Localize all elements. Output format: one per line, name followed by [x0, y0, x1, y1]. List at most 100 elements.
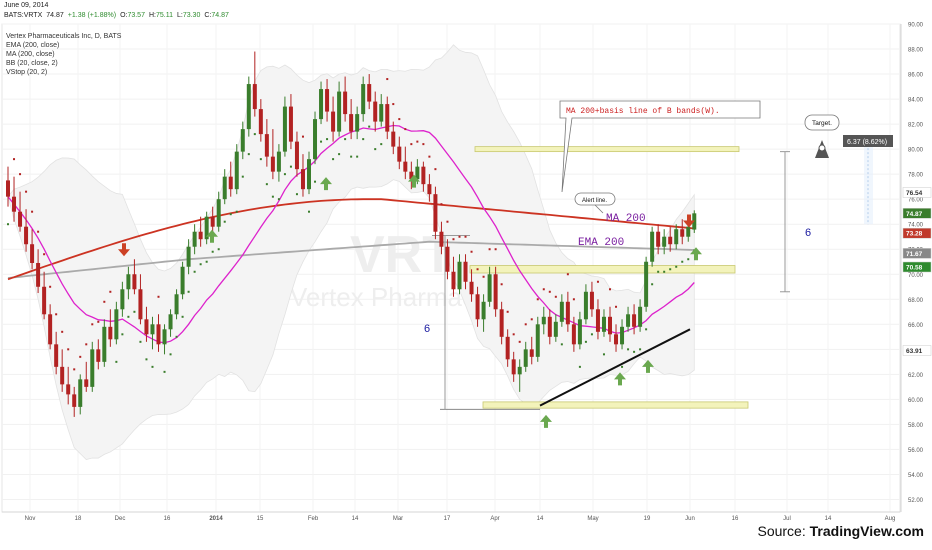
vstop-dot: [157, 295, 160, 298]
time-tick-label: 18: [75, 516, 82, 522]
candle-body: [331, 111, 336, 132]
price-tag: [902, 248, 932, 259]
price-tag: [902, 345, 932, 356]
price-tag: [902, 208, 932, 219]
vstop-dot: [217, 248, 220, 251]
callout-box: [559, 100, 761, 193]
price-tick-label: 90.00: [908, 23, 924, 29]
buy-arrow: [642, 359, 654, 373]
candle-body: [108, 326, 113, 340]
price-tick-label: 60.00: [908, 398, 924, 404]
candle-body: [463, 261, 468, 282]
company-name: Vertex Pharmaceuticals Inc, D, BATS: [6, 33, 122, 40]
candle-body: [475, 294, 480, 320]
candle-body: [325, 89, 330, 112]
candle-body: [30, 244, 35, 263]
candle-body: [595, 309, 600, 332]
price-tick-label: 56.00: [908, 448, 924, 454]
vstop-dot: [566, 273, 569, 276]
vstop-dot: [344, 138, 347, 141]
vstop-dot: [482, 275, 485, 278]
candle-body: [523, 349, 528, 367]
indicator-vstop[interactable]: VStop (20, 2): [6, 69, 48, 76]
vstop-dot: [241, 175, 244, 178]
candlesticks: [6, 51, 697, 417]
vstop-dot: [145, 358, 148, 361]
candle-body: [270, 156, 275, 172]
candle-body: [246, 84, 251, 130]
candle-body: [451, 271, 456, 290]
price-tag-label: 76.54: [906, 190, 923, 197]
target-marker-head: [818, 144, 826, 152]
candle-body: [24, 226, 29, 245]
candle-body: [132, 274, 137, 290]
buy-arrow: [206, 229, 218, 243]
candle-body: [288, 106, 293, 142]
sell-arrow: [118, 243, 130, 257]
vstop-dot: [277, 198, 280, 201]
candle-body: [264, 134, 269, 157]
vstop-dot: [332, 158, 335, 161]
vstop-dot: [356, 155, 359, 158]
price-tick-label: 62.00: [908, 373, 924, 379]
time-tick-label: 16: [732, 516, 739, 522]
candle-body: [252, 84, 257, 110]
candle-body: [228, 176, 233, 190]
vstop-dot: [61, 330, 64, 333]
time-axis[interactable]: Nov 18 Dec 16 2014 15 Feb 14 Mar 17 Apr 14 May 19 Jun 1…: [2, 511, 900, 522]
price-tag-label: 74.87: [906, 211, 923, 218]
vstop-dot: [85, 343, 88, 346]
candle-body: [12, 196, 17, 212]
vstop-dot: [506, 310, 509, 313]
vstop-dot: [657, 270, 660, 273]
price-tag: [902, 227, 932, 239]
vstop-dot: [687, 258, 690, 261]
candle-body: [403, 161, 408, 172]
candle-body: [577, 319, 582, 345]
time-tick-label: Apr: [490, 516, 499, 522]
last-price: 74.87: [46, 12, 64, 19]
vstop-dot: [338, 153, 341, 156]
candle-body: [126, 274, 131, 290]
candle-body: [192, 231, 197, 247]
vstop-dot: [669, 268, 672, 271]
candle-body: [421, 166, 426, 185]
candle-body: [481, 301, 486, 320]
vstop-dot: [416, 140, 419, 143]
candle-body: [162, 329, 167, 345]
uptrend-line: [539, 328, 691, 407]
indicator-ema[interactable]: EMA (200, close): [6, 42, 60, 49]
vstop-dot: [488, 248, 491, 251]
vstop-dot: [663, 270, 666, 273]
candle-body: [674, 229, 679, 245]
candle-body: [439, 231, 444, 247]
price-tick-label: 76.00: [908, 198, 924, 204]
close-value: 74.87: [211, 12, 229, 19]
vstop-dot: [67, 348, 70, 351]
vstop-dot: [512, 333, 515, 336]
indicator-ma[interactable]: MA (200, close): [6, 51, 55, 58]
time-tick-label: 17: [444, 516, 451, 522]
vstop-dot: [19, 173, 22, 176]
vstop-dot: [434, 168, 437, 171]
candle-body: [505, 336, 510, 360]
candle-body: [547, 316, 552, 337]
label-ma200: MA 200: [606, 213, 646, 225]
candle-body: [499, 309, 504, 337]
price-axis[interactable]: 52.0054.0056.0058.0060.0062.0064.0066.00…: [900, 23, 932, 513]
candle-body: [668, 236, 673, 245]
vstop-dot: [615, 305, 618, 308]
measure-right-label: 6: [805, 227, 811, 239]
open-value: 73.57: [127, 12, 145, 19]
label-ema200: EMA 200: [578, 237, 624, 249]
vstop-dot: [115, 360, 118, 363]
vstop-dot: [43, 253, 46, 256]
indicator-bb[interactable]: BB (20, close, 2): [6, 60, 58, 67]
candle-body: [120, 289, 125, 310]
vstop-dot: [181, 315, 184, 318]
sell-arrow: [683, 214, 695, 228]
candle-body: [138, 289, 143, 320]
candle-body: [445, 246, 450, 272]
price-zone: [474, 146, 740, 153]
